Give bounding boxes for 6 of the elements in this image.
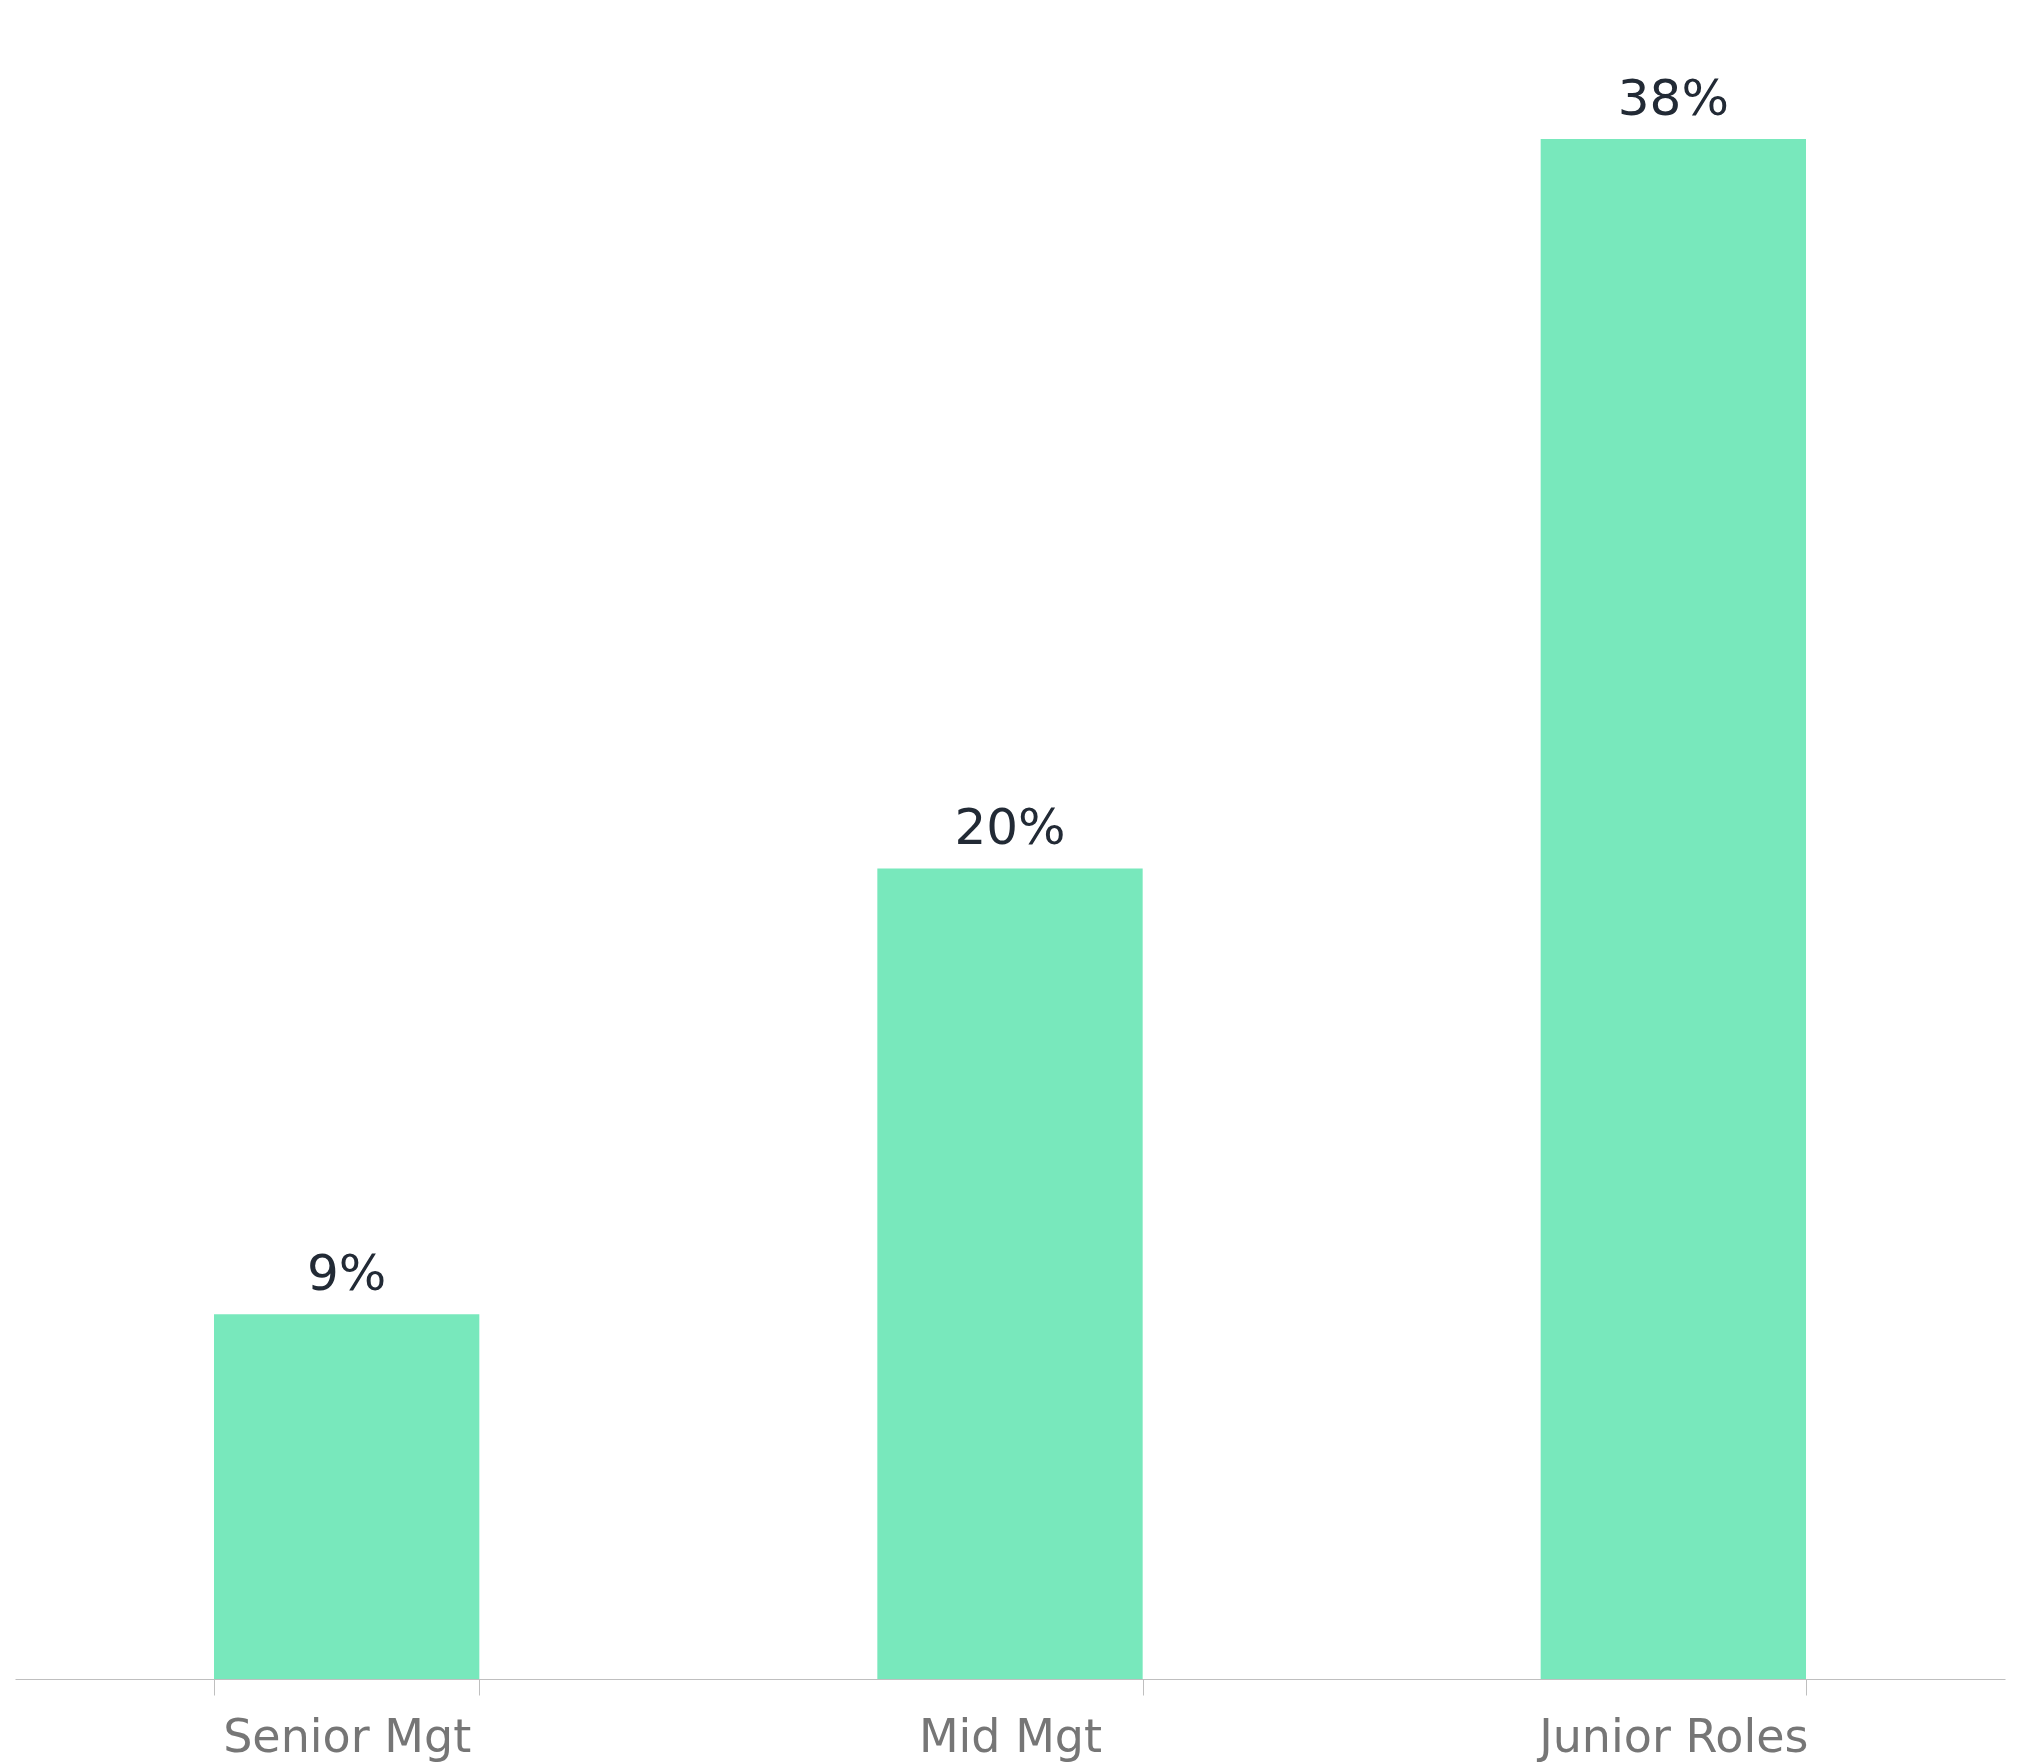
data-label: 38%	[1617, 69, 1729, 127]
x-tick-label: Senior Mgt	[223, 1708, 472, 1763]
x-tick-label: Junior Roles	[1536, 1708, 1809, 1763]
x-tick-label: Mid Mgt	[918, 1708, 1103, 1763]
data-label: 9%	[307, 1244, 387, 1303]
data-label: 20%	[954, 798, 1066, 857]
